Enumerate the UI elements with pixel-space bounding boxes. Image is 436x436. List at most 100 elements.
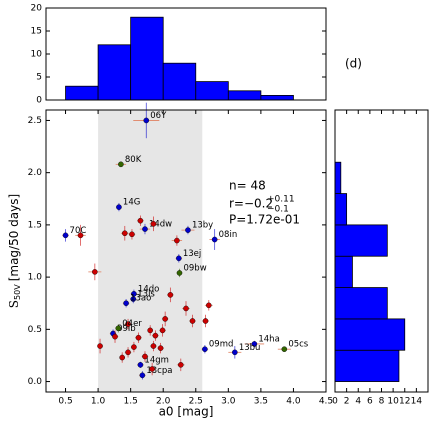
histogram-bar — [334, 224, 388, 257]
point — [174, 237, 180, 244]
histogram-bar — [334, 193, 348, 226]
point — [137, 362, 144, 368]
x-tick-label: 1.5 — [123, 397, 137, 407]
x-axis-label: a0 [mag] — [159, 405, 214, 419]
point — [147, 327, 153, 334]
x-tick-label: 4.0 — [286, 397, 301, 407]
y-tick-label: 10 — [31, 50, 43, 60]
y-tick-label: 0.5 — [28, 325, 42, 335]
point — [149, 366, 155, 372]
point — [115, 325, 122, 332]
x-tick-label: 12 — [399, 397, 410, 407]
histogram-bar — [334, 161, 342, 194]
point-label: 09md — [209, 340, 234, 350]
point — [92, 269, 98, 275]
stat-n: n= 48 — [229, 179, 266, 193]
point — [116, 204, 122, 210]
stat-r-lower: −0.1 — [267, 205, 289, 215]
point — [125, 349, 131, 356]
point — [232, 349, 238, 356]
point-label: 13ej — [183, 249, 201, 259]
point-label: 14ha — [258, 334, 279, 344]
x-tick-label: 4 — [355, 397, 361, 407]
panel-label: (d) — [345, 57, 362, 71]
point — [112, 333, 118, 340]
point-label: 13bu — [239, 343, 261, 353]
point — [189, 318, 196, 324]
point — [62, 232, 69, 239]
point-label: 06Y — [150, 111, 167, 121]
histogram-bar — [130, 16, 164, 101]
point — [97, 343, 103, 349]
point — [281, 346, 288, 352]
point — [183, 305, 189, 312]
point — [129, 231, 135, 238]
point-label: 13by — [192, 221, 213, 231]
point-label: 14G — [123, 198, 140, 208]
point — [176, 255, 182, 262]
point-label: 70C — [70, 226, 87, 236]
x-tick-label: 10 — [387, 397, 399, 407]
stat-r: r=−0.2 — [229, 197, 273, 211]
point — [143, 117, 150, 124]
histogram-bar — [334, 287, 388, 320]
histogram-bar — [162, 62, 197, 101]
x-tick-label: 4.5 — [319, 397, 333, 407]
point — [185, 227, 191, 233]
stat-p: P=1.72e-01 — [229, 213, 300, 227]
y-tick-label: 0 — [36, 96, 42, 106]
y-tick-label: 2.5 — [28, 116, 42, 126]
x-tick-label: 0.5 — [58, 397, 72, 407]
y-label-symbol: S — [7, 300, 21, 308]
x-tick-label: 3.0 — [221, 397, 236, 407]
y-label-sub: 50V — [13, 284, 22, 300]
point — [150, 221, 157, 227]
point — [142, 226, 148, 232]
point-label: 13ao — [130, 294, 151, 304]
point-label: 14gm — [144, 355, 169, 365]
point — [118, 161, 124, 168]
y-tick-label: 5 — [36, 73, 42, 83]
point-label: 09ib — [117, 324, 136, 334]
histogram-bar — [195, 81, 229, 101]
x-tick-label: 2.5 — [189, 397, 203, 407]
x-tick-label: 8 — [379, 397, 385, 407]
point — [176, 270, 183, 276]
point — [202, 346, 208, 352]
x-tick-label: 2.0 — [156, 397, 171, 407]
point — [150, 343, 157, 349]
stat-r-upper: +0.11 — [267, 195, 295, 205]
point — [202, 318, 209, 324]
point — [211, 236, 218, 243]
axes-frame — [45, 109, 327, 393]
point — [157, 345, 164, 351]
point — [142, 353, 148, 360]
point — [77, 232, 84, 239]
y-tick-label: 1.5 — [28, 220, 42, 230]
point — [135, 334, 142, 341]
point-label: 08in — [219, 230, 238, 240]
histogram-bar — [334, 318, 406, 351]
point — [119, 354, 125, 361]
point — [125, 321, 131, 327]
histogram-bar — [334, 255, 353, 288]
point — [131, 344, 137, 350]
y-tick-label: 20 — [31, 4, 43, 14]
point-label: 13ls — [137, 290, 155, 300]
point — [251, 341, 258, 347]
point — [137, 217, 144, 224]
x-tick-label: 0 — [332, 397, 338, 407]
histogram-bar — [227, 90, 262, 101]
y-tick-label: 1.0 — [28, 273, 43, 283]
histogram-bar — [260, 95, 294, 101]
point — [177, 362, 184, 368]
y-axis-label: S50V [mag/50 days] — [7, 194, 22, 308]
point — [130, 296, 137, 302]
point-label: 13cpa — [146, 366, 172, 376]
histogram-bar — [65, 85, 99, 101]
x-tick-label: 3.5 — [254, 397, 268, 407]
x-tick-label: 2 — [344, 397, 350, 407]
point-label: 09bw — [183, 263, 206, 273]
point-label: 80K — [125, 155, 142, 165]
point — [167, 292, 174, 298]
